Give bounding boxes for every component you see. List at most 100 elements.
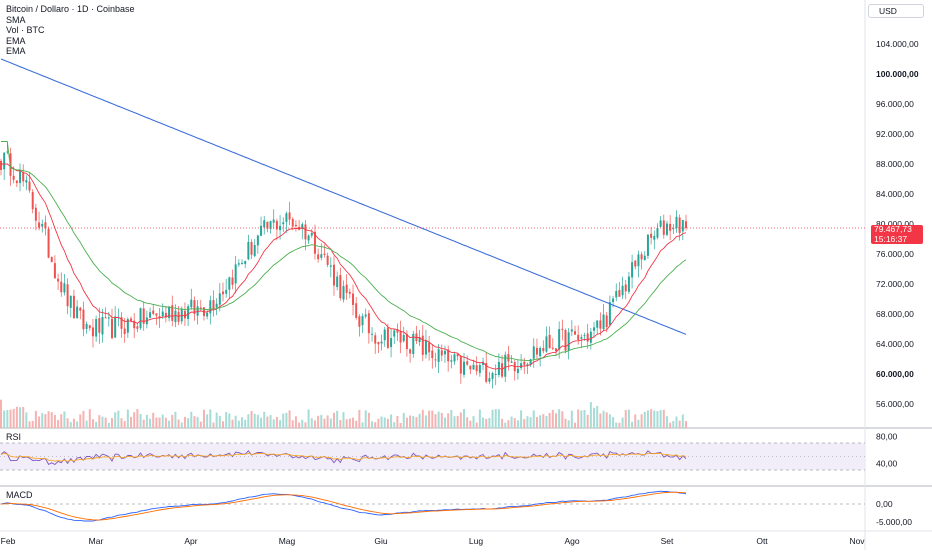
candle-body <box>44 222 47 229</box>
candle-body <box>339 275 342 299</box>
volume-bar <box>79 414 82 428</box>
volume-bar <box>66 418 69 428</box>
candle-body <box>250 241 253 255</box>
time-axis-label: Feb <box>1 536 16 546</box>
volume-bar <box>412 416 415 428</box>
price-axis-label: 72.000,00 <box>876 279 914 289</box>
volume-bar <box>202 409 205 428</box>
volume-bar <box>28 421 31 428</box>
volume-bar <box>53 414 56 428</box>
volume-bar <box>434 414 437 428</box>
candle-body <box>665 223 668 235</box>
candle-body <box>275 220 278 230</box>
price-axis-label: 76.000,00 <box>876 249 914 259</box>
volume-bar <box>596 405 599 428</box>
time-axis-label: Set <box>661 536 674 546</box>
candle-body <box>501 363 504 377</box>
macd-axis-label: 0,00 <box>876 499 893 509</box>
candle-body <box>618 290 621 297</box>
candle-body <box>114 316 117 338</box>
volume-bar <box>675 416 678 428</box>
currency-button[interactable]: USD <box>868 4 924 18</box>
volume-bar <box>577 409 580 428</box>
candle-body <box>15 180 18 184</box>
signal-line <box>0 491 687 521</box>
volume-bar <box>247 414 250 428</box>
volume-bar <box>402 413 405 428</box>
candle-body <box>3 152 6 170</box>
volume-bar <box>82 410 85 428</box>
candle-body <box>554 348 557 352</box>
candle-body <box>593 327 596 331</box>
candle-body <box>301 224 304 229</box>
volume-bar <box>234 415 237 428</box>
candle-body <box>193 300 196 314</box>
indicator-ema-1[interactable]: EMA <box>6 35 26 46</box>
candle-body <box>409 349 412 354</box>
candle-body <box>488 378 491 382</box>
candle-body <box>221 291 224 295</box>
volume-bar <box>589 402 592 428</box>
candle-body <box>174 310 177 323</box>
volume-bar <box>627 409 630 428</box>
volume-bar <box>187 418 190 428</box>
volume-bar <box>288 410 291 428</box>
price-axis-label: 60.000,00 <box>876 369 914 379</box>
macd-pane-label[interactable]: MACD <box>6 490 33 500</box>
candle-body <box>101 316 104 335</box>
indicator-ema-2[interactable]: EMA <box>6 46 26 56</box>
volume-bar <box>50 412 53 428</box>
volume-bar <box>390 414 393 428</box>
candle-body <box>443 350 446 355</box>
volume-bar <box>69 422 72 428</box>
candle-body <box>241 263 244 265</box>
candle-body <box>183 310 186 319</box>
volume-bar <box>621 417 624 428</box>
volume-bar <box>342 412 345 428</box>
candle-body <box>266 221 269 229</box>
volume-bar <box>266 416 269 428</box>
volume-bar <box>209 409 212 428</box>
candle-body <box>260 225 263 236</box>
volume-bar <box>355 420 358 428</box>
rsi-pane-label[interactable]: RSI <box>6 432 22 442</box>
candle-body <box>637 254 640 267</box>
indicator-volume[interactable]: Vol · BTC <box>6 25 45 35</box>
rsi-ma-line <box>0 452 687 462</box>
volume-bar <box>256 414 259 428</box>
volume-bar <box>612 417 615 428</box>
volume-bar <box>409 415 412 428</box>
volume-bar <box>313 420 316 428</box>
volume-bar <box>475 422 478 428</box>
candle-body <box>586 333 589 342</box>
volume-bar <box>494 409 497 428</box>
indicator-sma[interactable]: SMA <box>6 14 26 25</box>
symbol-title[interactable]: Bitcoin / Dollaro · 1D · Coinbase <box>6 4 135 14</box>
volume-bar <box>545 415 548 428</box>
candle-body <box>6 151 9 153</box>
volume-bar <box>561 411 564 428</box>
candle-body <box>431 350 434 359</box>
volume-bar <box>478 409 481 428</box>
candle-body <box>158 316 161 318</box>
volume-bar <box>110 418 113 428</box>
volume-bar <box>374 422 377 428</box>
volume-bar <box>631 421 634 428</box>
candle-body <box>171 305 174 321</box>
volume-bar <box>529 417 532 428</box>
candle-body <box>317 254 320 260</box>
volume-bar <box>599 413 602 428</box>
volume-bar <box>393 422 396 428</box>
volume-bar <box>126 409 129 428</box>
candle-body <box>272 219 275 223</box>
volume-bar <box>656 411 659 428</box>
volume-bar <box>548 413 551 428</box>
volume-bar <box>133 412 136 428</box>
volume-bar <box>323 418 326 428</box>
candle-body <box>561 328 564 330</box>
candle-body <box>152 310 155 314</box>
candle-body <box>279 225 282 231</box>
candle-body <box>323 253 326 255</box>
